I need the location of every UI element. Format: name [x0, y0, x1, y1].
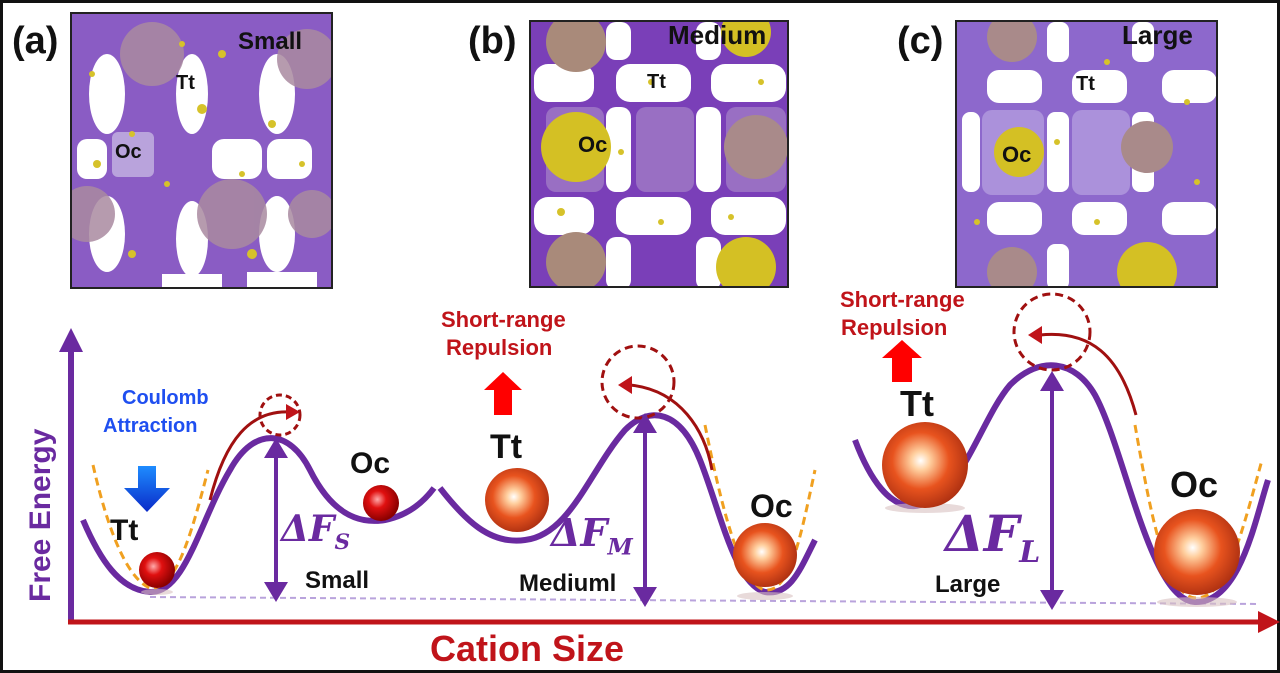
short-range-label-medium-1: Short-range [441, 307, 566, 332]
ball-medium-oc [733, 523, 797, 587]
ball-large-oc [1154, 509, 1240, 595]
panel-a-lattice [72, 14, 331, 287]
ball-small-oc [363, 485, 399, 521]
short-range-label-large-2: Repulsion [841, 315, 948, 340]
ball-large-tt [882, 422, 968, 508]
repulsion-arrow-medium [484, 372, 522, 415]
short-range-label-medium-2: Repulsion [446, 335, 553, 360]
trajectory-large [1039, 332, 1138, 416]
trajectory-medium [629, 383, 714, 471]
barrier-circle-large [1012, 292, 1092, 372]
panel-c-oc: Oc [1002, 142, 1032, 167]
coulomb-label-2: Attraction [103, 415, 198, 437]
x-axis-arrowhead [1258, 611, 1280, 633]
coulomb-label-1: Coulomb [122, 387, 209, 409]
energy-large-tt: Tt [900, 383, 934, 424]
panel-a-letter: (a) [12, 20, 59, 62]
orange-dash-medium [703, 424, 817, 592]
panel-a-tt: Tt [176, 72, 195, 94]
panel-c-image [955, 20, 1218, 288]
well-label-large: Large [935, 571, 1001, 598]
panel-b-image [529, 20, 789, 288]
panel-b-size: Medium [668, 20, 767, 50]
y-axis-label: Free Energy [24, 428, 57, 602]
energy-small-tt: Tt [110, 514, 139, 547]
panel-b-lattice [531, 22, 787, 286]
deltaF-small-label: ΔFS [281, 508, 351, 556]
well-label-medium: Mediuml [519, 570, 617, 597]
deltaF-medium-label: ΔFM [551, 510, 633, 561]
panel-b-oc: Oc [578, 132, 608, 157]
energy-medium-tt: Tt [490, 428, 523, 466]
x-axis-label: Cation Size [430, 628, 625, 669]
panel-b-letter: (b) [468, 20, 517, 62]
y-axis-arrowhead [59, 328, 83, 352]
barrier-circle-small [258, 393, 302, 437]
panel-a-size: Small [238, 28, 303, 55]
short-range-label-large-1: Short-range [840, 287, 965, 312]
ball-medium-tt [485, 468, 549, 532]
panel-a-image [70, 12, 333, 289]
energy-medium-oc: Oc [750, 488, 793, 524]
barrier-circle-medium [600, 344, 676, 420]
panel-b-tt: Tt [647, 71, 666, 93]
baseline [149, 596, 1261, 605]
panel-c-letter: (c) [897, 20, 944, 62]
energy-small-oc: Oc [350, 447, 391, 480]
panel-c-tt: Tt [1076, 73, 1095, 95]
trajectory-small [208, 410, 291, 501]
energy-large-oc: Oc [1170, 464, 1219, 505]
ball-small-tt [139, 552, 175, 588]
coulomb-arrow [124, 466, 170, 512]
panel-c-lattice [957, 22, 1216, 286]
panel-a-oc: Oc [115, 141, 142, 163]
well-label-small: Small [305, 567, 370, 594]
panel-c-size: Large [1122, 20, 1193, 50]
deltaF-large-label: ΔFL [945, 504, 1041, 570]
repulsion-arrow-large [882, 340, 922, 382]
